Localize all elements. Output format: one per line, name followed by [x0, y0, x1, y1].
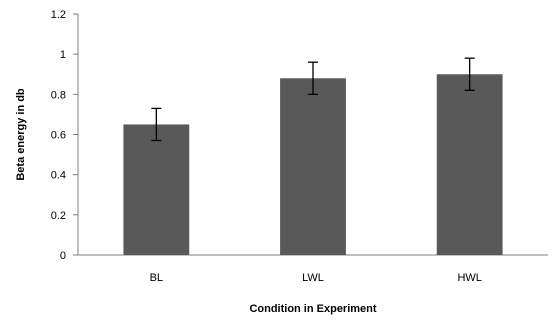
error-bars [151, 57, 475, 142]
y-tick-label: 0.2 [51, 210, 66, 222]
y-tick-label: 0.8 [51, 89, 66, 101]
bar-hwl [436, 74, 503, 255]
x-axis-title: Condition in Experiment [249, 303, 376, 315]
y-tick-label: 1.2 [51, 9, 66, 21]
error-bar-hwl [464, 57, 475, 91]
y-tick-label: 0.6 [51, 130, 66, 142]
x-tick-label: HWL [457, 272, 481, 284]
y-axis-title: Beta energy in db [15, 88, 27, 181]
bar-bl [123, 124, 190, 255]
error-bar-lwl [308, 61, 318, 95]
error-bar-bl [151, 107, 162, 142]
y-tick-label: 0.4 [51, 170, 66, 182]
x-tick-label: BL [150, 272, 163, 284]
y-tick-label: 0 [60, 250, 66, 262]
x-tick-label: LWL [302, 272, 324, 284]
y-ticks: 0 0.2 0.4 0.6 0.8 1 1.2 [51, 9, 78, 262]
x-ticks: BL LWL HWL [150, 272, 482, 284]
bars [123, 74, 503, 256]
bar-lwl [280, 78, 346, 256]
y-tick-label: 1 [60, 49, 66, 61]
